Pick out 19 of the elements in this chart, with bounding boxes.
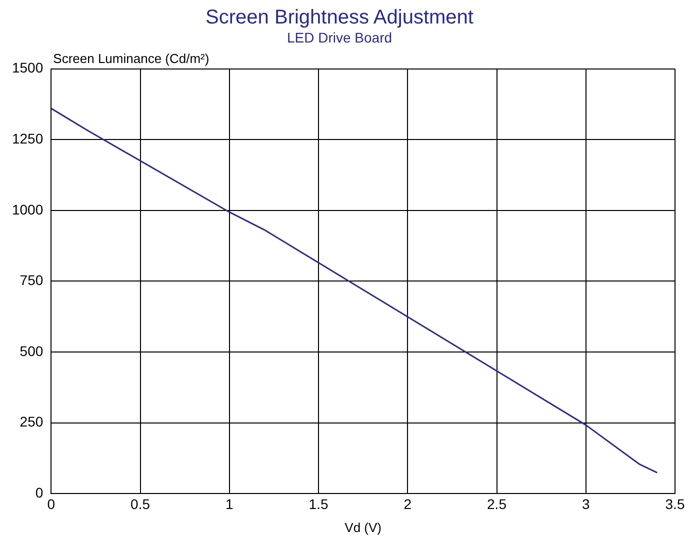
chart-title: Screen Brightness Adjustment <box>206 6 474 29</box>
x-tick-label: 2 <box>404 496 412 512</box>
x-axis-title: Vd (V) <box>344 520 382 535</box>
y-tick-label: 750 <box>20 272 44 288</box>
x-tick-label: 3.5 <box>665 496 685 512</box>
y-tick-label: 1000 <box>12 201 44 218</box>
x-tick-label: 1.5 <box>308 496 328 512</box>
x-tick-label: 0.5 <box>130 496 150 512</box>
y-tick-label: 500 <box>20 342 44 359</box>
chart-subtitle: LED Drive Board <box>286 29 392 46</box>
y-tick-label: 1500 <box>12 60 44 76</box>
y-tick-label: 1250 <box>12 130 44 146</box>
y-axis-title: Screen Luminance (Cd/m²) <box>53 50 210 66</box>
x-tick-label: 3 <box>582 496 590 512</box>
y-tick-label: 250 <box>20 414 44 430</box>
y-tick-label: 0 <box>35 484 44 500</box>
x-tick-label: 0 <box>47 496 56 512</box>
x-tick-label: 1 <box>225 496 234 512</box>
x-tick-label: 2.5 <box>487 496 507 512</box>
